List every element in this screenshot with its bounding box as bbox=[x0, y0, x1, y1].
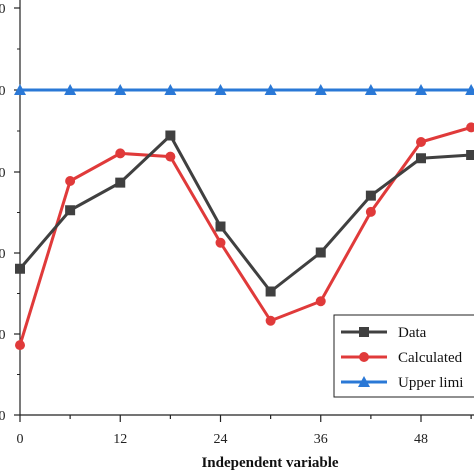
data-point-triangle bbox=[14, 84, 26, 95]
series-line bbox=[18, 125, 472, 346]
series-layer bbox=[14, 84, 474, 351]
data-point-circle bbox=[115, 148, 126, 159]
y-tick-label: 0 bbox=[0, 166, 6, 181]
y-tick-label: 0 bbox=[0, 328, 6, 343]
y-tick-label: 0 bbox=[0, 247, 6, 262]
data-point-circle bbox=[466, 122, 474, 133]
data-point-circle bbox=[315, 296, 326, 307]
legend-label: Data bbox=[398, 325, 427, 341]
data-point-circle bbox=[15, 340, 25, 351]
data-point-square bbox=[416, 153, 426, 164]
legend-label: Calculated bbox=[398, 350, 463, 366]
data-point-circle bbox=[215, 237, 226, 248]
x-axis-title: Independent variable bbox=[201, 455, 338, 471]
data-point-square bbox=[215, 221, 226, 232]
data-point-square bbox=[65, 205, 76, 216]
series-upper-limi bbox=[14, 84, 474, 95]
data-point-triangle bbox=[314, 84, 327, 95]
y-tick-label: 0 bbox=[0, 84, 6, 99]
data-point-circle bbox=[65, 176, 76, 186]
legend-item: Upper limi bbox=[341, 375, 463, 391]
data-point-triangle bbox=[164, 84, 177, 95]
x-tick-label: 0 bbox=[17, 432, 24, 447]
legend-item: Data bbox=[341, 325, 427, 341]
data-point-circle bbox=[359, 352, 369, 362]
data-point-triangle bbox=[64, 84, 77, 95]
data-point-square bbox=[115, 177, 126, 188]
y-tick-label: 0 bbox=[0, 409, 6, 424]
y-tick-label: 0 bbox=[0, 2, 6, 17]
data-point-square bbox=[365, 190, 376, 201]
data-point-triangle bbox=[358, 376, 370, 387]
x-tick-label: 24 bbox=[214, 432, 228, 447]
legend: Data Calculated Upper limi bbox=[333, 314, 474, 398]
data-point-triangle bbox=[114, 84, 127, 95]
data-point-circle bbox=[165, 151, 176, 162]
data-point-circle bbox=[265, 315, 276, 326]
data-point-square bbox=[359, 327, 369, 337]
data-point-triangle bbox=[214, 84, 227, 95]
x-tick-label: 12 bbox=[113, 432, 127, 447]
data-point-triangle bbox=[364, 84, 377, 95]
legend-label: Upper limi bbox=[398, 375, 463, 391]
data-point-triangle bbox=[264, 84, 277, 95]
data-point-square bbox=[315, 247, 326, 258]
data-point-square bbox=[15, 263, 25, 274]
data-point-square bbox=[265, 286, 276, 297]
data-point-triangle bbox=[465, 84, 474, 95]
data-point-square bbox=[165, 130, 176, 141]
data-point-circle bbox=[416, 137, 426, 147]
data-point-circle bbox=[365, 206, 376, 217]
data-point-triangle bbox=[415, 84, 427, 95]
series-data bbox=[15, 130, 474, 297]
series-line bbox=[18, 134, 472, 293]
x-tick-label: 36 bbox=[314, 432, 328, 447]
x-tick-label: 48 bbox=[414, 432, 428, 447]
data-point-square bbox=[466, 150, 474, 160]
legend-item: Calculated bbox=[341, 350, 463, 366]
